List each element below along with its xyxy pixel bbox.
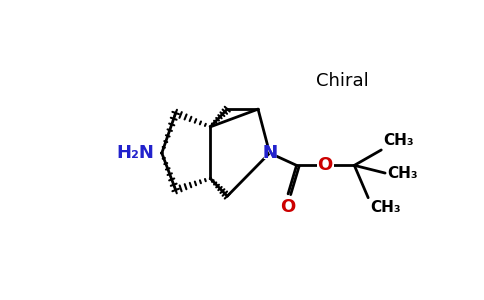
Text: N: N — [261, 143, 278, 163]
Text: CH₃: CH₃ — [370, 200, 401, 215]
Text: O: O — [318, 156, 333, 174]
Text: O: O — [280, 199, 296, 217]
Text: CH₃: CH₃ — [383, 133, 414, 148]
Text: H₂N: H₂N — [116, 144, 154, 162]
Text: Chiral: Chiral — [316, 72, 368, 90]
Text: N: N — [262, 144, 277, 162]
Text: CH₃: CH₃ — [387, 166, 418, 181]
Text: N: N — [262, 144, 277, 162]
